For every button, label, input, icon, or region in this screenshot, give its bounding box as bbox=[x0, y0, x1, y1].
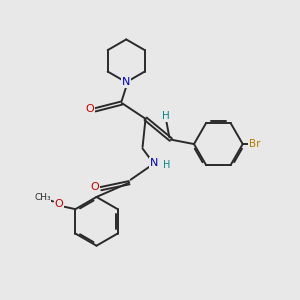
Text: H: H bbox=[163, 111, 170, 121]
Text: N: N bbox=[122, 77, 130, 87]
Text: CH₃: CH₃ bbox=[34, 194, 51, 202]
Text: H: H bbox=[163, 160, 171, 170]
Text: Br: Br bbox=[249, 139, 260, 149]
Text: O: O bbox=[91, 182, 99, 192]
Text: N: N bbox=[150, 158, 158, 168]
Text: O: O bbox=[85, 104, 94, 114]
Text: O: O bbox=[55, 199, 63, 209]
